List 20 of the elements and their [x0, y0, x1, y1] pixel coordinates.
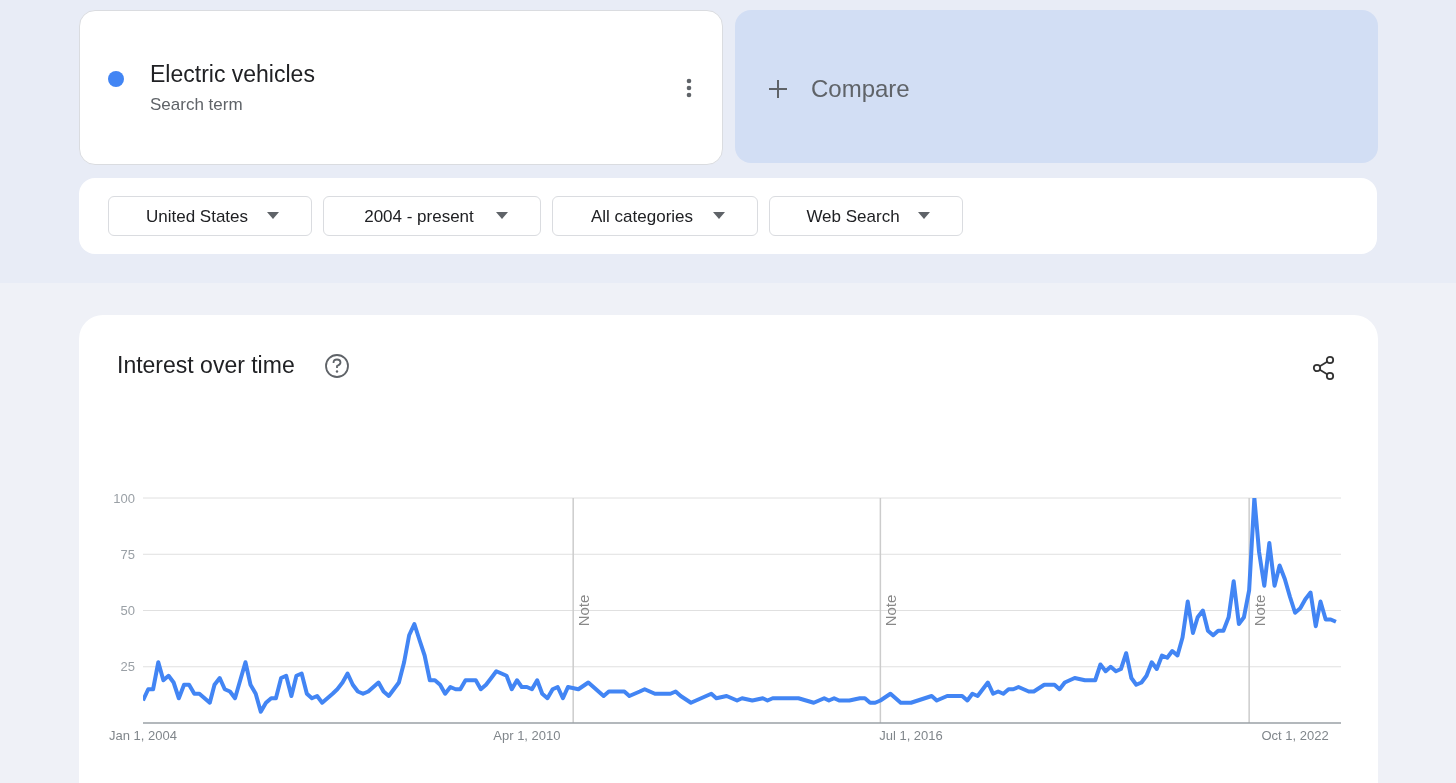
- chart-title: Interest over time: [117, 352, 295, 379]
- y-tick-label: 100: [113, 490, 135, 506]
- ref-line-label: Note: [575, 594, 593, 627]
- x-tick-label: Oct 1, 2022: [1261, 728, 1329, 744]
- legend-label: Electric vehicles: [150, 61, 315, 88]
- text: Web Search: [805, 207, 901, 227]
- text: Search term: [150, 95, 243, 115]
- text: 2004 - present: [363, 207, 475, 227]
- x-tick-label: Apr 1, 2010: [493, 728, 561, 744]
- line-series: [143, 498, 1338, 714]
- ref-line-label: Note: [1251, 594, 1269, 627]
- text: Compare: [811, 75, 910, 103]
- text: United States: [144, 207, 250, 227]
- text: All categories: [589, 207, 695, 227]
- y-tick-label: 50: [120, 603, 135, 619]
- y-tick-label: 25: [120, 659, 135, 675]
- x-tick-label: Jul 1, 2016: [879, 728, 943, 744]
- y-tick-label: 75: [120, 546, 135, 562]
- ref-line-label: Note: [882, 594, 900, 627]
- x-tick-label: Jan 1, 2004: [109, 728, 177, 744]
